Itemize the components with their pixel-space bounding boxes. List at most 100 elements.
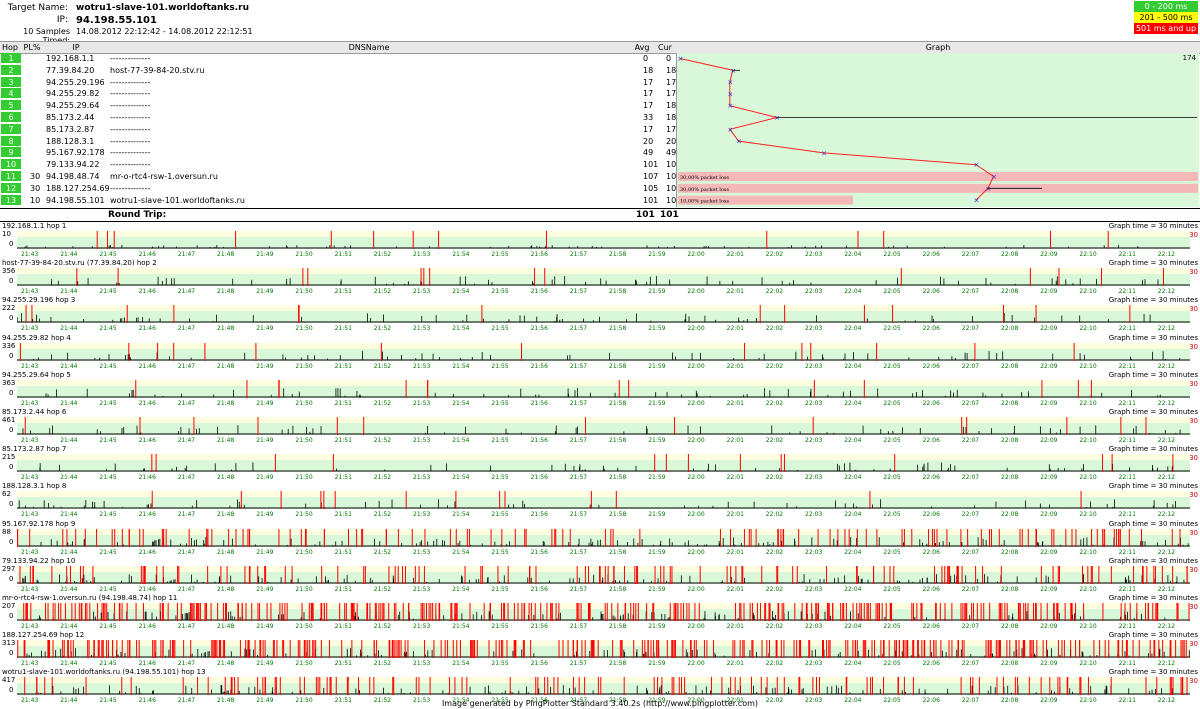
hop-dns-name: -------------- (110, 124, 151, 134)
time-tick: 22:08 (1001, 623, 1019, 630)
time-tick: 22:12 (1157, 660, 1176, 668)
time-tick: 21:59 (648, 585, 666, 593)
time-tick: 22:03 (805, 288, 823, 296)
time-tick: 22:03 (805, 474, 823, 482)
hop-avg: 49 (643, 148, 654, 158)
time-tick: 21:53 (413, 288, 431, 296)
hop-row[interactable]: 8 188.128.3.1 -------------- 20 20 (0, 135, 676, 147)
hop-number: 3 (1, 76, 21, 88)
time-tick: 22:09 (1040, 623, 1058, 630)
time-tick: 21:46 (138, 325, 156, 333)
hop-ip: 192.168.1.1 (46, 54, 95, 63)
time-tick: 22:10 (1079, 474, 1097, 482)
hop-marker: × (991, 173, 997, 181)
hop-row[interactable]: 7 85.173.2.87 -------------- 17 17 (0, 123, 676, 135)
time-tick: 22:04 (844, 251, 862, 258)
time-tick: 22:03 (805, 585, 823, 593)
time-tick: 21:54 (452, 399, 470, 407)
hop-row[interactable]: 1 192.168.1.1 -------------- 0 0 (0, 53, 675, 64)
time-tick: 21:51 (334, 325, 352, 333)
col-graph[interactable]: Graph (925, 43, 951, 52)
hop-row[interactable]: 2 77.39.84.20 host-77-39-84-20.stv.ru 18 18 (0, 64, 676, 76)
col-dns[interactable]: DNSName (348, 43, 390, 52)
time-tick: 22:00 (687, 511, 705, 519)
hop-row[interactable]: 10 79.133.94.22 -------------- 101 101 (0, 159, 681, 171)
time-tick: 22:06 (922, 251, 940, 258)
time-tick: 21:46 (138, 399, 156, 407)
time-tick: 21:51 (334, 623, 352, 630)
time-tick: 22:08 (1001, 288, 1019, 296)
time-tick: 21:45 (99, 548, 117, 556)
high-latency-band (17, 342, 1190, 349)
time-tick: 21:59 (648, 660, 666, 668)
hop-ip: 94.198.48.74 (46, 172, 100, 181)
strip-title: 79.133.94.22 hop 10 (2, 556, 76, 565)
hop-row[interactable]: 5 94.255.29.64 -------------- 17 18 (0, 100, 676, 112)
hop-marker: × (727, 90, 733, 98)
time-tick: 21:49 (256, 399, 274, 407)
time-tick: 22:05 (883, 585, 901, 593)
time-tick: 21:57 (569, 437, 588, 444)
hop-avg: 17 (643, 77, 654, 87)
time-tick: 21:47 (177, 399, 196, 407)
time-tick: 22:05 (883, 623, 901, 630)
hop-row[interactable]: 11 30 94.198.48.74 mr-o-rtc4-rsw-1.oversun.… (0, 171, 681, 182)
col-cur[interactable]: Cur (658, 43, 672, 52)
time-tick: 22:00 (687, 660, 705, 668)
time-tick: 22:00 (687, 548, 705, 556)
strip-ymax: 207 (2, 602, 16, 610)
time-tick: 21:49 (256, 437, 274, 444)
time-tick: 22:01 (726, 362, 744, 370)
strip-time-axis: 21:43 21:44 21:45 21:46 21:47 21:48 21:49 21:50… (17, 586, 1190, 593)
time-tick: 22:05 (883, 660, 901, 668)
col-avg[interactable]: Avg (634, 43, 650, 52)
time-tick: 21:58 (609, 437, 627, 444)
time-tick: 21:59 (648, 623, 666, 630)
time-tick: 22:06 (922, 585, 940, 593)
col-hop[interactable]: Hop (2, 43, 18, 52)
hop-row[interactable]: 3 94.255.29.196 -------------- 17 17 (0, 76, 676, 88)
time-tick: 22:11 (1118, 437, 1136, 444)
time-tick: 22:02 (765, 288, 784, 296)
hop-avg: 17 (643, 124, 654, 134)
time-tick: 21:51 (334, 511, 352, 519)
time-tick: 22:06 (922, 325, 940, 333)
time-tick: 22:10 (1079, 511, 1097, 519)
hop-row[interactable]: 9 95.167.92.178 -------------- 49 49 (0, 147, 676, 159)
hop-row[interactable]: 4 94.255.29.82 -------------- 17 17 (0, 88, 676, 100)
col-pl[interactable]: PL% (23, 43, 41, 52)
time-tick: 21:57 (569, 251, 588, 258)
time-tick: 22:01 (726, 251, 744, 258)
strip-red-label: 30 (1189, 268, 1198, 277)
time-tick: 22:00 (687, 697, 705, 705)
hop-cur: 0 (666, 54, 672, 63)
time-tick: 21:47 (177, 623, 196, 630)
graph-time-label: Graph time = 30 minutes (1108, 556, 1198, 565)
time-tick: 21:56 (530, 511, 548, 519)
time-tick: 22:00 (687, 474, 705, 482)
hop-row[interactable]: 13 10 94.198.55.101 wotru1-slave-101.worldo… (0, 194, 681, 206)
time-tick: 22:09 (1040, 585, 1058, 593)
time-tick: 22:06 (922, 437, 940, 444)
time-tick: 22:12 (1157, 251, 1176, 258)
time-tick: 21:53 (413, 325, 431, 333)
strip-plot (17, 379, 1190, 398)
time-tick: 21:54 (452, 511, 470, 519)
time-tick: 21:58 (609, 288, 627, 296)
time-tick: 22:03 (805, 399, 823, 407)
time-tick: 21:50 (295, 362, 313, 370)
hop-row[interactable]: 12 30 188.127.254.69 -------------- 105 103 (0, 182, 681, 194)
high-latency-band (17, 677, 1190, 684)
time-tick: 22:01 (726, 437, 744, 444)
col-ip[interactable]: IP (72, 43, 80, 52)
hop-ip: 77.39.84.20 (46, 65, 95, 75)
hop-row[interactable]: 6 85.173.2.44 -------------- 33 18 (0, 112, 676, 123)
time-tick: 22:09 (1040, 437, 1058, 444)
time-tick: 22:03 (805, 437, 823, 444)
time-tick: 21:58 (609, 362, 627, 370)
strip-y0: 0 (9, 426, 14, 434)
time-tick: 21:50 (295, 288, 313, 296)
strip-y0: 0 (9, 240, 14, 248)
time-tick: 22:11 (1118, 623, 1136, 630)
graph-time-label: Graph time = 30 minutes (1108, 519, 1198, 528)
